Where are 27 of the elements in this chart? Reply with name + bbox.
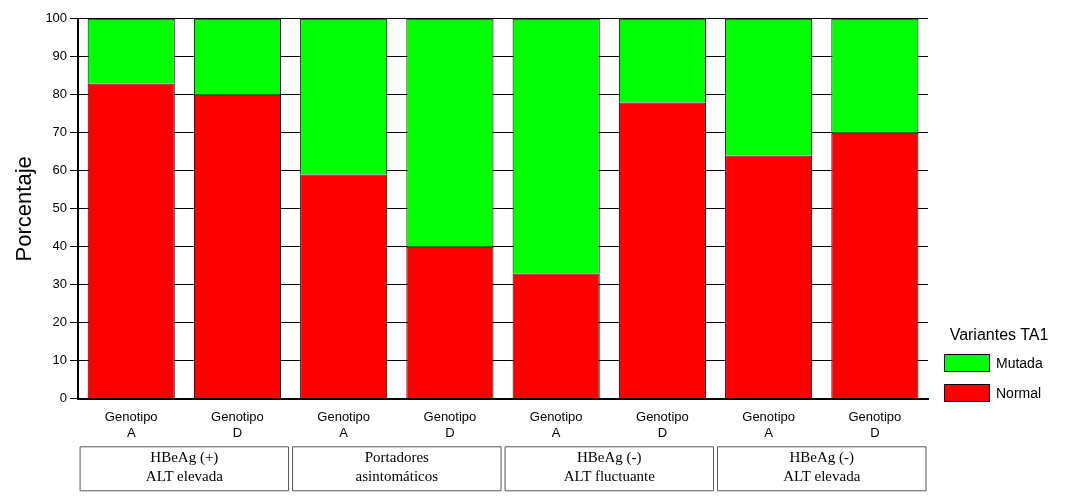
text: HBeAg (-) ALT fluctuante: [563, 449, 656, 485]
text: HBeAg (+) ALT elevada: [145, 449, 224, 485]
text: Normal: [996, 385, 1042, 401]
x-tick-label: Genotipo D: [636, 409, 689, 440]
text: Portadores asintomáticos: [355, 449, 439, 485]
legend-title: Variantes TA1: [948, 326, 1050, 344]
y-tick-label: 20: [52, 314, 68, 330]
y-tick-label: 10: [52, 352, 68, 368]
x-tick-label: Genotipo A: [104, 409, 158, 440]
y-tick-label: 100: [45, 10, 68, 26]
y-tick-label: 90: [52, 48, 68, 64]
x-tick-label: Genotipo A: [742, 409, 796, 440]
y-tick-label: 80: [52, 86, 68, 102]
y-tick-label: 0: [59, 390, 68, 406]
text: HBeAg (-) ALT elevada: [783, 449, 861, 485]
x-tick-label: Genotipo A: [317, 409, 371, 440]
y-tick-label: 50: [52, 200, 68, 216]
y-tick-label: 30: [52, 276, 68, 292]
y-tick-label: 60: [52, 162, 68, 178]
legend-label: Mutada: [996, 355, 1043, 371]
y-axis-title: Porcentaje: [11, 156, 37, 262]
y-tick-label: 40: [52, 238, 68, 254]
x-tick-label: Genotipo D: [211, 409, 264, 440]
x-tick-label: Genotipo A: [529, 409, 583, 440]
x-tick-label: Genotipo D: [848, 409, 902, 440]
y-tick-label: 70: [52, 124, 68, 140]
x-tick-label: Genotipo D: [423, 409, 477, 440]
